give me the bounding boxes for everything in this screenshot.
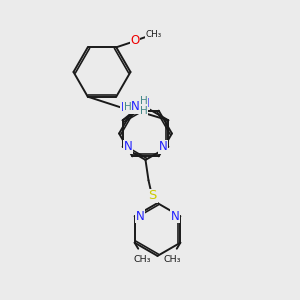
Text: CH₃: CH₃ [164, 255, 181, 264]
Text: N: N [124, 140, 132, 153]
Text: H: H [140, 95, 148, 106]
Text: O: O [130, 34, 140, 47]
Text: N: N [159, 140, 167, 153]
Text: N: N [136, 210, 144, 223]
Text: S: S [148, 189, 157, 203]
Text: N: N [131, 100, 140, 113]
Text: N: N [171, 210, 179, 223]
Text: H: H [124, 102, 131, 112]
Text: H: H [140, 106, 148, 116]
Text: CH₃: CH₃ [146, 30, 162, 39]
Text: CH₃: CH₃ [134, 255, 152, 264]
Text: N: N [121, 101, 130, 114]
Text: N: N [141, 97, 150, 110]
